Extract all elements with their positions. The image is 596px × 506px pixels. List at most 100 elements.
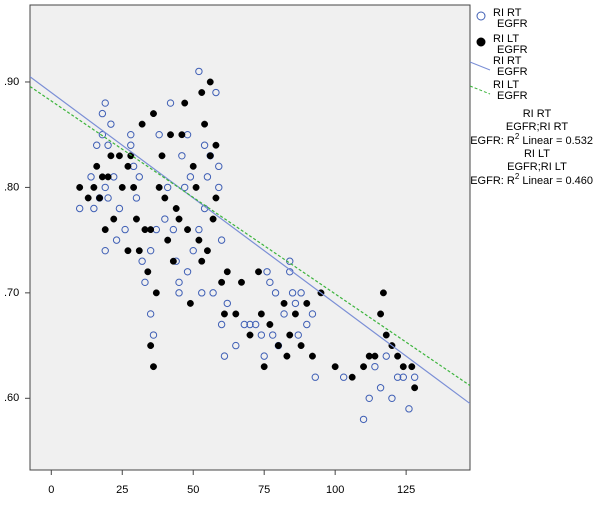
fit-line bbox=[30, 76, 470, 405]
point bbox=[280, 310, 288, 318]
point bbox=[104, 173, 112, 181]
point bbox=[291, 299, 300, 308]
point bbox=[98, 109, 107, 118]
annotation-part: Linear = 0.532 bbox=[519, 135, 593, 147]
point bbox=[147, 226, 155, 234]
point bbox=[260, 363, 268, 371]
point bbox=[155, 130, 163, 139]
point bbox=[217, 236, 226, 244]
point bbox=[274, 342, 282, 350]
y-tick-label: .60 bbox=[4, 392, 19, 404]
point bbox=[192, 183, 200, 191]
point bbox=[388, 394, 396, 402]
point bbox=[198, 89, 206, 96]
point bbox=[297, 342, 305, 350]
point bbox=[201, 120, 209, 128]
point bbox=[266, 321, 274, 328]
point bbox=[379, 289, 387, 297]
point bbox=[209, 289, 217, 297]
legend-line bbox=[469, 85, 491, 95]
annotation: EGFR;RI RT bbox=[506, 121, 568, 133]
point bbox=[124, 162, 132, 170]
point bbox=[376, 384, 385, 392]
annotation: RI LT bbox=[524, 148, 550, 160]
point bbox=[167, 131, 174, 139]
annotation-part: Linear = 0.460 bbox=[519, 175, 593, 187]
legend-marker bbox=[476, 11, 486, 21]
annotation: EGFR;RI LT bbox=[507, 161, 567, 173]
point bbox=[297, 289, 305, 297]
point bbox=[288, 289, 297, 297]
x-tick-label: 100 bbox=[326, 484, 344, 496]
point bbox=[138, 120, 146, 128]
point bbox=[411, 384, 419, 392]
point bbox=[135, 173, 143, 181]
point bbox=[200, 141, 209, 149]
point bbox=[238, 278, 245, 286]
point bbox=[246, 320, 254, 329]
point bbox=[212, 194, 220, 202]
point bbox=[150, 363, 157, 371]
point bbox=[98, 130, 107, 139]
point bbox=[377, 310, 385, 318]
annotation: RI RT bbox=[523, 108, 552, 120]
point bbox=[146, 310, 155, 318]
annotation-part: EGFR: R bbox=[470, 135, 515, 147]
point bbox=[166, 99, 175, 107]
point bbox=[161, 194, 169, 202]
point bbox=[331, 363, 339, 371]
point bbox=[115, 152, 123, 160]
point bbox=[76, 183, 84, 191]
point bbox=[107, 152, 115, 160]
point bbox=[303, 320, 311, 329]
point bbox=[348, 373, 356, 381]
legend-line bbox=[469, 61, 491, 71]
x-tick-label: 75 bbox=[258, 484, 270, 496]
point bbox=[215, 162, 223, 171]
point bbox=[178, 152, 186, 160]
plot-area bbox=[29, 4, 471, 471]
point bbox=[198, 289, 206, 297]
point bbox=[181, 99, 189, 107]
point bbox=[146, 246, 155, 255]
point bbox=[251, 320, 260, 329]
point bbox=[112, 236, 121, 244]
point bbox=[175, 278, 183, 287]
point bbox=[175, 215, 183, 223]
point bbox=[257, 331, 266, 339]
point bbox=[405, 405, 413, 413]
point bbox=[308, 310, 317, 318]
point bbox=[195, 225, 203, 234]
point bbox=[303, 299, 311, 307]
point bbox=[223, 299, 231, 308]
legend-label: EGFR bbox=[497, 66, 528, 78]
point bbox=[150, 110, 157, 118]
point bbox=[189, 246, 197, 255]
point bbox=[152, 289, 160, 297]
point bbox=[220, 352, 229, 360]
annotation-sup: 2 bbox=[515, 132, 520, 141]
point bbox=[104, 194, 112, 202]
point bbox=[365, 394, 373, 402]
point bbox=[93, 162, 101, 170]
x-tick-label: 0 bbox=[48, 484, 54, 496]
point bbox=[232, 310, 240, 318]
point bbox=[138, 257, 146, 265]
point bbox=[90, 183, 98, 191]
point bbox=[203, 173, 212, 181]
legend-label: RI RT bbox=[493, 7, 522, 19]
point bbox=[121, 225, 129, 234]
point bbox=[266, 278, 274, 287]
point bbox=[221, 310, 228, 318]
legend-label: EGFR bbox=[497, 90, 528, 102]
point bbox=[212, 141, 220, 149]
point bbox=[110, 215, 118, 223]
point bbox=[246, 331, 254, 339]
legend-label: EGFR bbox=[497, 44, 528, 56]
point bbox=[218, 278, 226, 286]
point bbox=[410, 373, 419, 381]
point bbox=[107, 120, 115, 128]
point bbox=[141, 278, 149, 287]
point bbox=[217, 320, 226, 329]
point bbox=[87, 173, 95, 181]
